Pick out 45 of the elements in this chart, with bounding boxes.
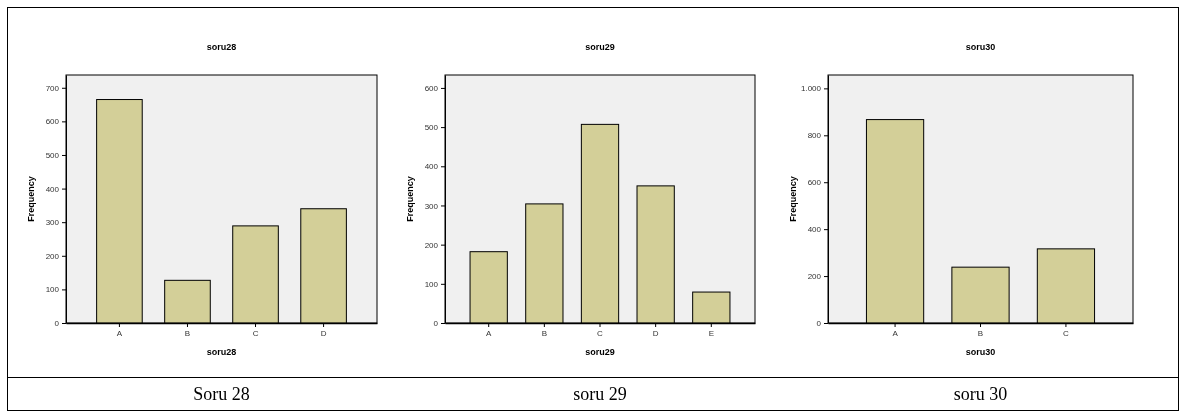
y-tick-label: 0 <box>54 319 60 329</box>
chart-title: soru30 <box>965 42 996 52</box>
y-tick-label: 1.000 <box>800 84 822 94</box>
x-axis-title: soru29 <box>585 347 615 357</box>
x-tick-label: B <box>184 328 191 338</box>
x-tick-label: E <box>708 328 714 338</box>
text: soru 30 <box>953 384 1008 404</box>
x-tick-label: B <box>541 328 548 338</box>
y-tick-label: 300 <box>45 218 60 228</box>
x-tick-label: A <box>486 328 493 338</box>
x-axis-title: soru30 <box>965 347 996 357</box>
y-tick-label: 600 <box>807 178 822 188</box>
y-tick-label: 0 <box>433 319 439 329</box>
y-tick-label: 200 <box>424 240 439 250</box>
y-tick-label: 200 <box>45 251 60 261</box>
y-tick-label: 700 <box>45 83 60 93</box>
chart-title: soru29 <box>585 42 615 52</box>
y-tick-label: 400 <box>45 184 60 194</box>
x-tick-label: C <box>1063 328 1070 338</box>
x-tick-label: C <box>597 328 604 338</box>
x-tick-label: A <box>116 328 123 338</box>
x-tick-label: C <box>252 328 259 338</box>
y-tick-label: 400 <box>807 225 822 235</box>
text: soru 29 <box>573 384 627 404</box>
y-tick-label: 300 <box>424 201 439 211</box>
chart-title: soru28 <box>206 42 237 52</box>
y-tick-label: 500 <box>45 151 60 161</box>
y-tick-label: 600 <box>424 83 439 93</box>
x-tick-label: D <box>652 328 659 338</box>
y-tick-label: 0 <box>816 319 822 329</box>
y-axis-title: Frequency <box>405 176 415 222</box>
x-tick-label: B <box>977 328 984 338</box>
x-tick-label: A <box>892 328 899 338</box>
y-tick-label: 100 <box>424 279 439 289</box>
y-tick-label: 800 <box>807 131 822 141</box>
y-axis-title: Frequency <box>788 176 798 222</box>
y-tick-label: 600 <box>45 117 60 127</box>
x-tick-label: D <box>320 328 327 338</box>
y-tick-label: 400 <box>424 162 439 172</box>
y-tick-label: 100 <box>45 285 60 295</box>
y-tick-label: 200 <box>807 272 822 282</box>
text: Soru 28 <box>193 384 250 404</box>
y-tick-label: 500 <box>424 123 439 133</box>
y-axis-title: Frequency <box>26 176 36 222</box>
x-axis-title: soru28 <box>206 347 237 357</box>
